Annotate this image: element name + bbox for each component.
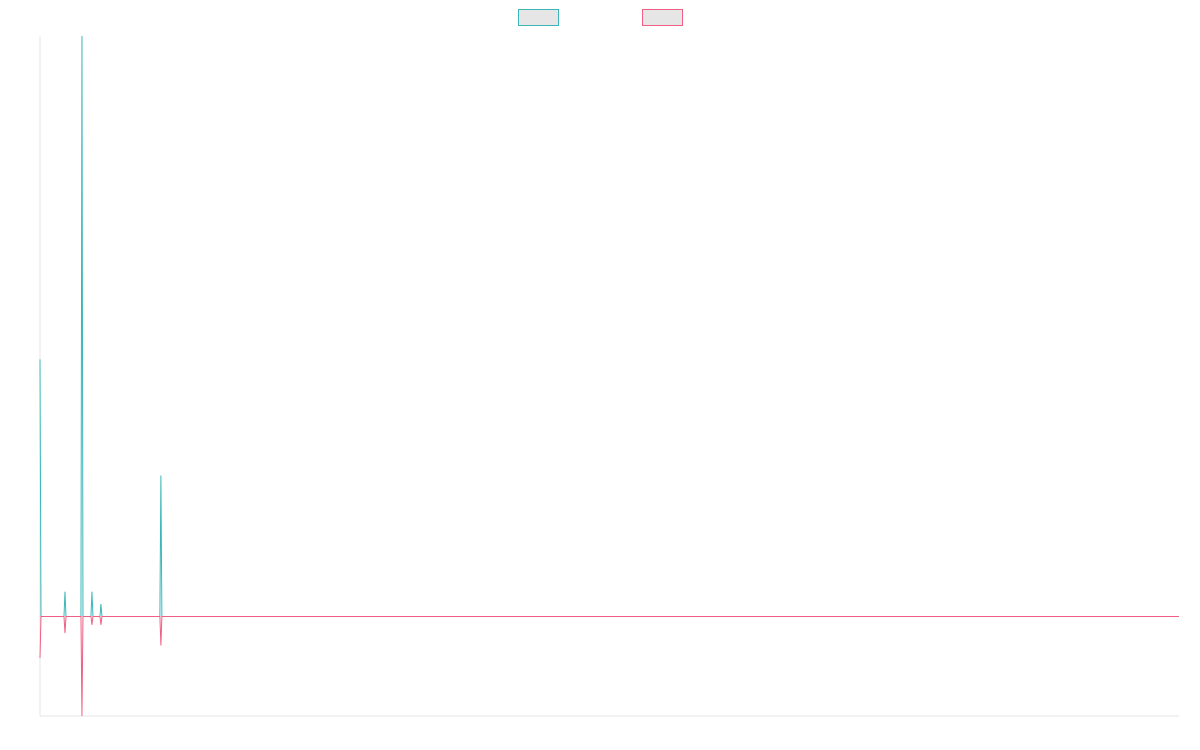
legend-swatch-1[interactable] [518,9,559,26]
series-line-2 [39,615,1179,717]
series-line-1 [39,35,1179,617]
axes [39,36,1179,717]
legend [518,9,683,26]
legend-swatch-2[interactable] [642,9,683,26]
series-layer [39,35,1179,717]
